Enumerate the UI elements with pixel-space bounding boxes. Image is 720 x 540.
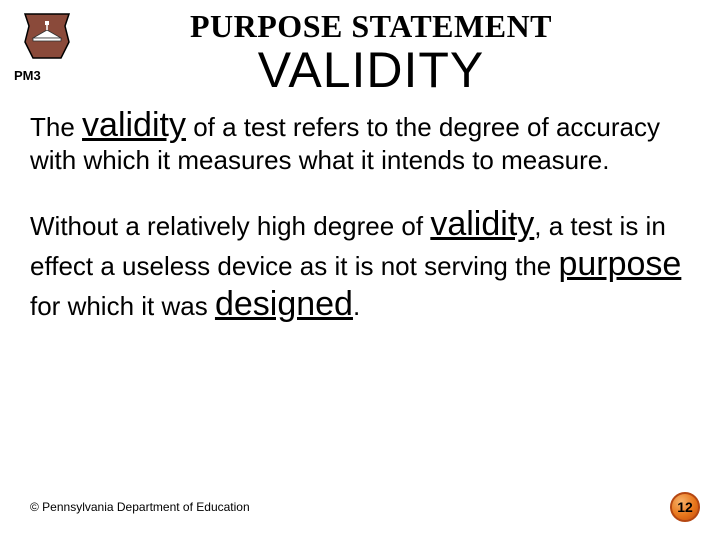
keyword-validity-1: validity (82, 106, 186, 144)
p2-text-d: . (353, 291, 360, 321)
page-number: 12 (677, 499, 693, 515)
footer: © Pennsylvania Department of Education 1… (30, 492, 700, 522)
purpose-statement: PURPOSE STATEMENT (82, 8, 660, 45)
paragraph-2: Without a relatively high degree of vali… (30, 204, 692, 324)
pm3-label: PM3 (14, 68, 82, 83)
p2-text-a: Without a relatively high degree of (30, 211, 430, 241)
p1-text-a: The (30, 112, 82, 142)
page-number-badge: 12 (670, 492, 700, 522)
keyword-designed: designed (215, 285, 353, 323)
paragraph-1: The validity of a test refers to the deg… (30, 105, 692, 176)
keyword-purpose: purpose (558, 245, 681, 283)
keyword-validity-2: validity (430, 205, 534, 243)
copyright-text: © Pennsylvania Department of Education (30, 500, 250, 514)
p2-text-c: for which it was (30, 291, 215, 321)
title-area: PURPOSE STATEMENT VALIDITY (82, 8, 720, 99)
header-row: PM3 PURPOSE STATEMENT VALIDITY (0, 0, 720, 99)
slide-title: VALIDITY (82, 41, 660, 99)
logo-block: PM3 (12, 8, 82, 83)
keystone-logo (19, 8, 75, 64)
content-area: The validity of a test refers to the deg… (0, 99, 720, 324)
